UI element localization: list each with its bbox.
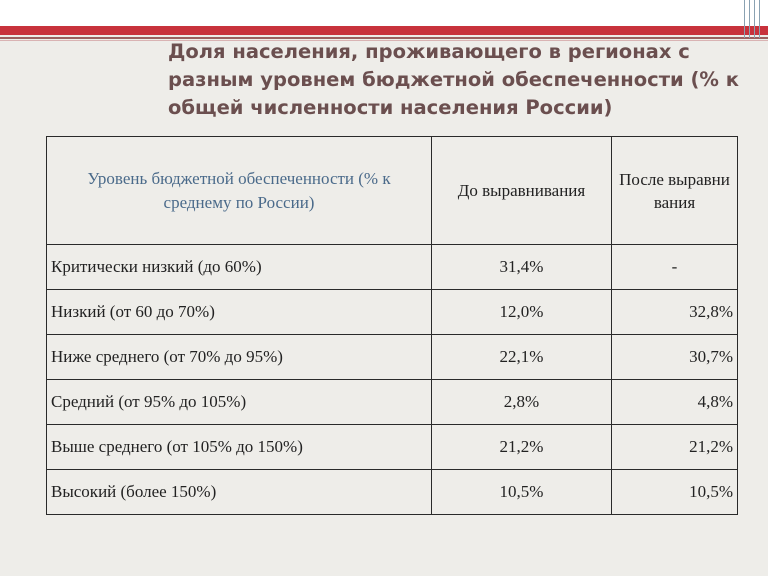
data-table: Уровень бюджетной обеспеченности (% к ср… [46, 136, 738, 515]
row-label: Низкий (от 60 до 70%) [46, 289, 432, 335]
column-header-level: Уровень бюджетной обеспеченности (% к ср… [46, 136, 432, 245]
row-label: Выше среднего (от 105% до 150%) [46, 424, 432, 470]
value-before: 10,5% [431, 469, 612, 515]
table-row: Выше среднего (от 105% до 150%) 21,2% 21… [46, 424, 738, 470]
table-header-row: Уровень бюджетной обеспеченности (% к ср… [46, 136, 738, 245]
value-before: 21,2% [431, 424, 612, 470]
value-after: 30,7% [611, 334, 738, 380]
top-band [0, 0, 768, 26]
accent-bar [0, 26, 768, 35]
column-header-before: До выравнивания [431, 136, 612, 245]
value-before: 2,8% [431, 379, 612, 425]
value-after: 10,5% [611, 469, 738, 515]
row-label: Высокий (более 150%) [46, 469, 432, 515]
table-row: Критически низкий (до 60%) 31,4% - [46, 244, 738, 290]
value-before: 22,1% [431, 334, 612, 380]
slide-title: Доля населения, проживающего в регионах … [168, 40, 739, 119]
table-row: Низкий (от 60 до 70%) 12,0% 32,8% [46, 289, 738, 335]
decorative-lines [744, 0, 760, 38]
value-after: 21,2% [611, 424, 738, 470]
divider-rule [0, 37, 768, 39]
value-after: 4,8% [611, 379, 738, 425]
value-after: 32,8% [611, 289, 738, 335]
row-label: Критически низкий (до 60%) [46, 244, 432, 290]
value-before: 12,0% [431, 289, 612, 335]
table-row: Средний (от 95% до 105%) 2,8% 4,8% [46, 379, 738, 425]
table-row: Ниже среднего (от 70% до 95%) 22,1% 30,7… [46, 334, 738, 380]
value-after: - [611, 244, 738, 290]
value-before: 31,4% [431, 244, 612, 290]
table-row: Высокий (более 150%) 10,5% 10,5% [46, 469, 738, 515]
row-label: Средний (от 95% до 105%) [46, 379, 432, 425]
row-label: Ниже среднего (от 70% до 95%) [46, 334, 432, 380]
divider-rule-thin [0, 40, 768, 41]
column-header-after: После выравни вания [611, 136, 738, 245]
